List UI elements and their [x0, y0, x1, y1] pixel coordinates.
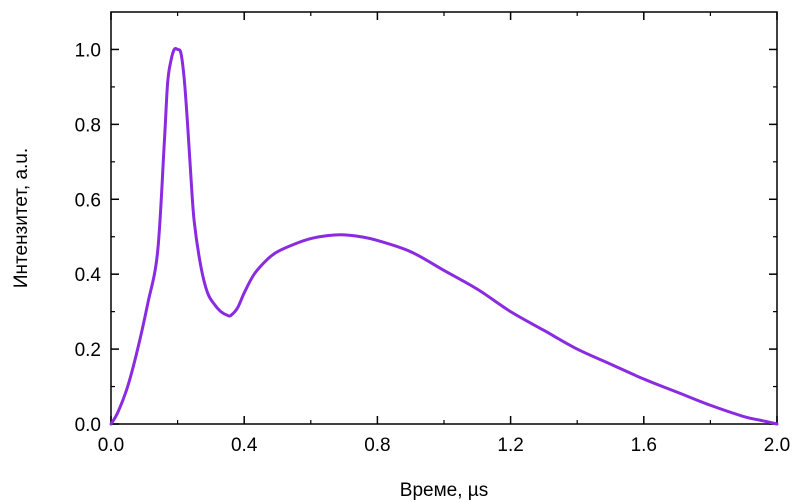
x-tick-label: 0.8	[364, 435, 390, 456]
x-tick-label: 0.4	[231, 435, 258, 456]
y-tick-label: 1.0	[75, 40, 101, 61]
x-tick-label: 0.0	[98, 435, 124, 456]
x-tick-label: 1.2	[497, 435, 523, 456]
x-axis: 0.0 0.4 0.8 1.2 1.6 2.0	[98, 12, 790, 456]
plot-frame	[110, 11, 778, 425]
y-axis: 0.0 0.2 0.4 0.6 0.8 1.0	[75, 40, 777, 436]
x-axis-title: Време, µs	[400, 480, 488, 501]
y-tick-label: 0.2	[75, 340, 101, 361]
y-tick-label: 0.4	[75, 265, 102, 286]
series-line	[109, 46, 779, 426]
y-tick-label: 0.8	[75, 115, 101, 136]
x-tick-label: 1.6	[631, 435, 657, 456]
y-tick-label: 0.6	[75, 190, 101, 211]
x-tick-label: 2.0	[764, 435, 790, 456]
y-tick-label: 0.0	[75, 415, 101, 436]
y-axis-title: Интензитет, a.u.	[11, 148, 32, 288]
